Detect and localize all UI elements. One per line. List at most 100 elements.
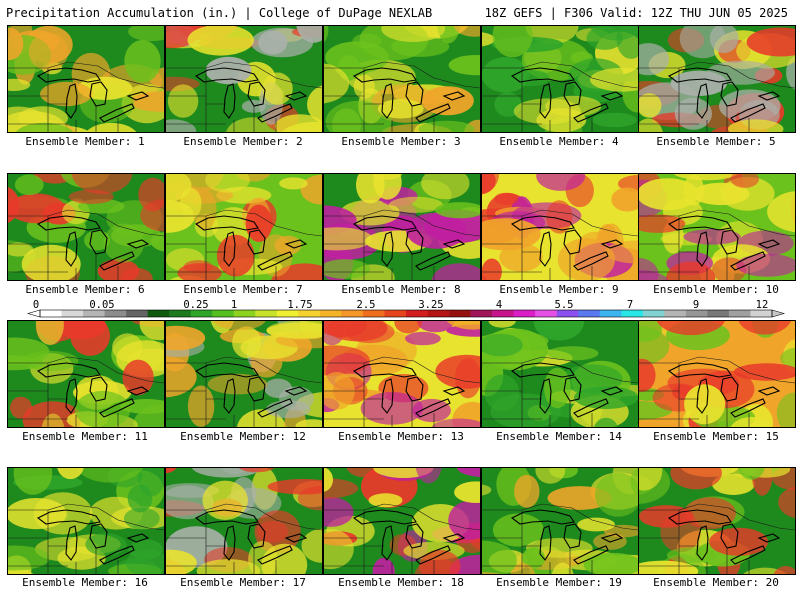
lake-outline [720, 376, 739, 402]
precip-blob [205, 174, 250, 193]
precip-blob [577, 517, 615, 532]
precip-blob [446, 321, 480, 330]
precip-field-2 [166, 26, 322, 132]
precip-blob [435, 354, 480, 389]
precip-blob [139, 321, 164, 341]
lake-outline [247, 81, 266, 107]
precip-blob [41, 413, 65, 427]
lake-outline [415, 545, 451, 565]
precip-blob [68, 189, 114, 204]
lake-outline [36, 215, 101, 231]
precip-blob [522, 547, 545, 569]
precip-blob [405, 331, 441, 346]
precip-blob [212, 207, 255, 246]
precip-blob [448, 500, 480, 540]
lake-outline [730, 398, 766, 418]
lake-outline [352, 509, 417, 525]
lake-outline [284, 386, 308, 396]
ensemble-member-label: Ensemble Member: 3 [341, 135, 461, 148]
precip-blob [574, 386, 638, 409]
precip-blob [166, 468, 177, 474]
lake-outline [757, 533, 781, 543]
precip-blob [8, 545, 50, 571]
precip-field-14 [482, 321, 638, 427]
colorbar-swatch [535, 310, 558, 317]
precip-blob [13, 468, 53, 495]
precip-blob [482, 32, 496, 47]
precip-blob [684, 384, 726, 425]
precip-blob [546, 346, 599, 361]
ensemble-member-label: Ensemble Member: 20 [653, 576, 779, 589]
ensemble-map-5 [638, 25, 796, 133]
ensemble-member-label: Ensemble Member: 1 [25, 135, 145, 148]
lake-outline [65, 525, 78, 561]
precip-blob [482, 275, 488, 280]
lake-outline [381, 378, 394, 414]
lake-outline [352, 362, 417, 378]
precip-blob [213, 321, 266, 330]
precip-blob [492, 26, 533, 58]
ensemble-member-label: Ensemble Member: 6 [25, 283, 145, 296]
colorbar-tick-label: 7 [627, 300, 633, 311]
precip-blob [183, 260, 213, 274]
lake-outline [667, 67, 732, 83]
lake-outline [405, 376, 424, 402]
precip-blob [656, 321, 725, 336]
precip-blob [324, 528, 354, 570]
lake-outline [405, 229, 424, 255]
colorbar-tick-label: 12 [756, 300, 769, 311]
precip-blob [674, 97, 712, 130]
ensemble-member-label: Ensemble Member: 10 [653, 283, 779, 296]
lake-outline [573, 545, 609, 565]
precip-blob [76, 468, 143, 483]
lake-outline [757, 386, 781, 396]
lake-outline [36, 509, 101, 525]
lake-outline [539, 378, 552, 414]
precip-blob [482, 572, 502, 574]
precip-blob [536, 174, 586, 191]
lake-outline [720, 523, 739, 549]
precip-blob [639, 358, 656, 392]
lake-outline [247, 376, 266, 402]
lake-outline [223, 231, 236, 267]
colorbar-swatch [233, 310, 256, 317]
ensemble-map-15 [638, 320, 796, 428]
precip-blob [85, 533, 127, 556]
precip-blob [482, 333, 523, 357]
lake-outline [257, 103, 293, 123]
precip-blob [14, 174, 44, 196]
precip-blob [8, 78, 31, 91]
colorbar-swatch [728, 310, 751, 317]
lake-outline [442, 386, 466, 396]
precip-blob [415, 468, 442, 484]
lake-outline [247, 523, 266, 549]
colorbar-swatch [83, 310, 105, 317]
lake-outline [563, 229, 582, 255]
precip-blob [324, 259, 371, 279]
precip-blob [71, 174, 133, 195]
precip-blob [122, 359, 154, 396]
precip-blob [150, 232, 164, 252]
lake-outline [600, 386, 624, 396]
lake-outline [89, 523, 108, 549]
precip-blob [368, 493, 403, 508]
colorbar-swatch [685, 310, 708, 317]
lake-outline [65, 83, 78, 119]
colorbar-tick-label: 4 [496, 300, 502, 311]
ensemble-map-6 [7, 173, 165, 281]
lake-outline [223, 525, 236, 561]
precip-blob [196, 559, 261, 574]
precip-blob [324, 227, 373, 251]
precip-blob [583, 552, 638, 574]
precip-blob [541, 321, 568, 336]
colorbar-swatch [492, 310, 514, 317]
lake-outline [89, 81, 108, 107]
ensemble-member-label: Ensemble Member: 16 [22, 576, 148, 589]
lake-outline [442, 239, 466, 249]
precip-blob [187, 26, 254, 56]
lake-outline [99, 545, 135, 565]
precip-blob [21, 350, 79, 371]
precip-blob [258, 30, 288, 55]
lake-outline [405, 523, 424, 549]
precip-blob [421, 174, 470, 200]
